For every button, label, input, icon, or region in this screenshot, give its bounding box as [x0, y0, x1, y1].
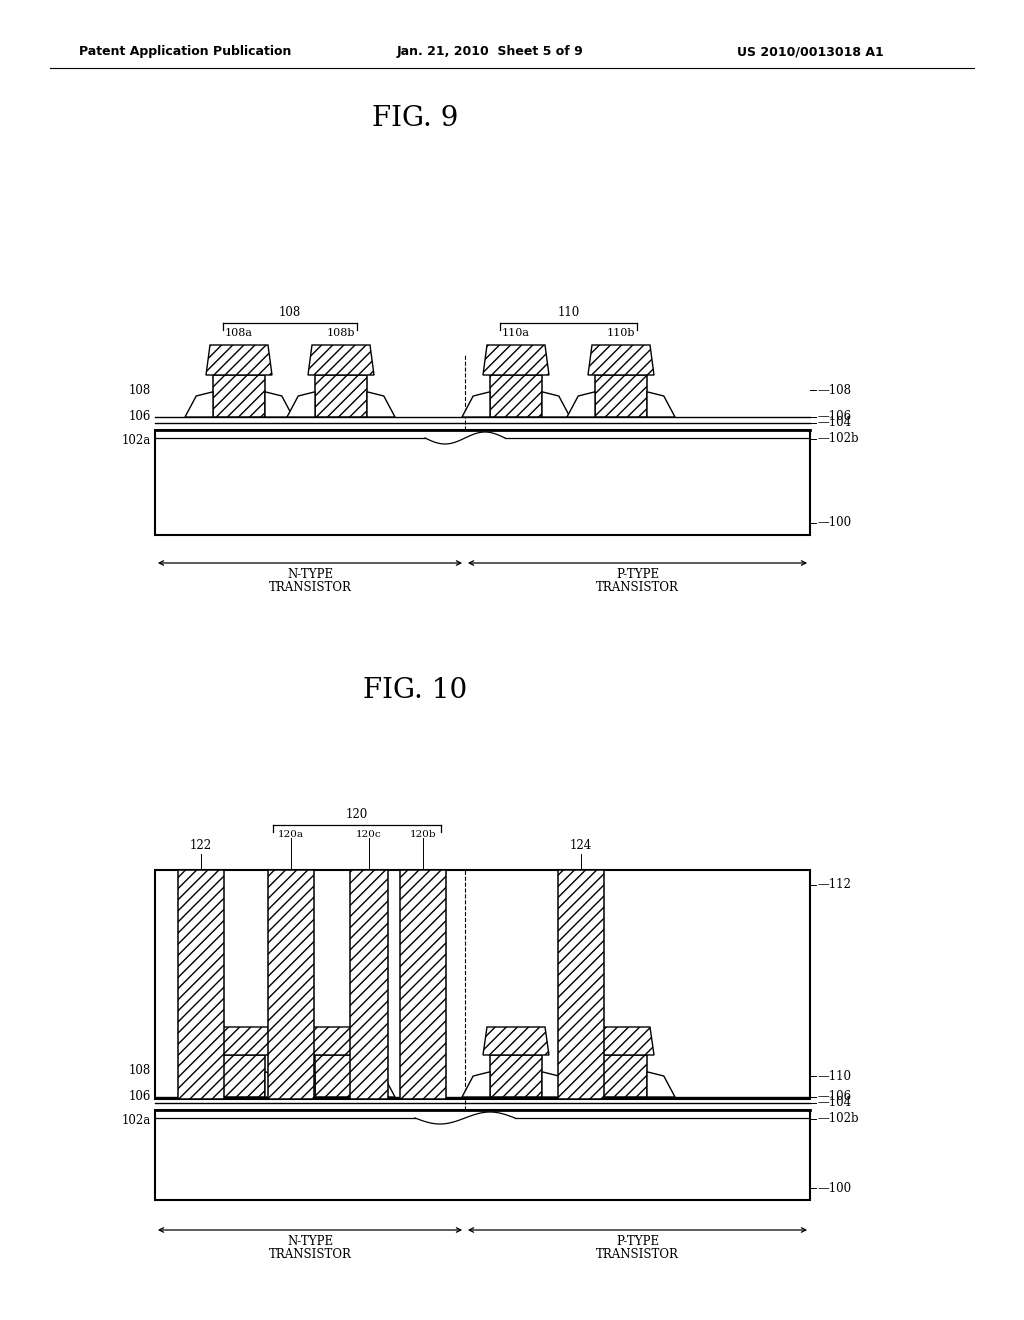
Polygon shape	[483, 1027, 549, 1055]
Text: 110a: 110a	[502, 327, 530, 338]
Text: —108: —108	[817, 384, 851, 396]
Text: 122: 122	[189, 840, 212, 851]
Bar	[350, 870, 388, 1100]
Bar	[400, 870, 446, 1100]
Bar	[315, 375, 367, 417]
Polygon shape	[542, 1072, 570, 1097]
Polygon shape	[287, 392, 315, 417]
Polygon shape	[462, 392, 490, 417]
Text: 120: 120	[346, 808, 368, 821]
Text: P-TYPE: P-TYPE	[616, 1236, 659, 1247]
Bar	[490, 375, 542, 417]
Polygon shape	[367, 1072, 395, 1097]
Text: 120b: 120b	[410, 830, 436, 840]
Text: US 2010/0013018 A1: US 2010/0013018 A1	[736, 45, 884, 58]
Text: TRANSISTOR: TRANSISTOR	[268, 1247, 351, 1261]
Text: —106: —106	[817, 1090, 851, 1104]
Polygon shape	[542, 392, 570, 417]
Text: TRANSISTOR: TRANSISTOR	[596, 581, 679, 594]
Text: 108b: 108b	[327, 327, 355, 338]
Bar	[178, 870, 224, 1100]
Polygon shape	[206, 1027, 272, 1055]
Polygon shape	[287, 1072, 315, 1097]
Text: 124: 124	[570, 840, 592, 851]
Bar	[595, 1055, 647, 1097]
Bar	[155, 870, 810, 1100]
Text: 106: 106	[129, 1090, 151, 1104]
Polygon shape	[308, 1027, 374, 1055]
Text: N-TYPE: N-TYPE	[287, 568, 333, 581]
Bar	[315, 1055, 367, 1097]
Text: TRANSISTOR: TRANSISTOR	[596, 1247, 679, 1261]
Text: N-TYPE: N-TYPE	[287, 1236, 333, 1247]
Bar	[213, 375, 265, 417]
Bar	[490, 1055, 542, 1097]
Polygon shape	[185, 392, 213, 417]
Polygon shape	[588, 1027, 654, 1055]
Polygon shape	[567, 392, 595, 417]
Text: Patent Application Publication: Patent Application Publication	[79, 45, 291, 58]
Text: —102b: —102b	[817, 433, 859, 446]
Text: —106: —106	[817, 411, 851, 424]
Text: P-TYPE: P-TYPE	[616, 568, 659, 581]
Text: 120c: 120c	[356, 830, 382, 840]
Polygon shape	[647, 392, 675, 417]
Bar	[155, 430, 810, 535]
Text: 106: 106	[129, 411, 151, 424]
Text: —110: —110	[817, 1069, 851, 1082]
Text: FIG. 9: FIG. 9	[372, 104, 458, 132]
Text: 108: 108	[129, 1064, 151, 1077]
Text: 120a: 120a	[278, 830, 304, 840]
Text: 108a: 108a	[225, 327, 253, 338]
Polygon shape	[567, 1072, 595, 1097]
Text: 108: 108	[129, 384, 151, 396]
Bar	[213, 1055, 265, 1097]
Polygon shape	[588, 345, 654, 375]
Polygon shape	[462, 1072, 490, 1097]
Text: —100: —100	[817, 1181, 851, 1195]
Text: —102b: —102b	[817, 1113, 859, 1126]
Text: FIG. 10: FIG. 10	[362, 676, 467, 704]
Polygon shape	[185, 1072, 213, 1097]
Text: Jan. 21, 2010  Sheet 5 of 9: Jan. 21, 2010 Sheet 5 of 9	[396, 45, 584, 58]
Text: 110: 110	[557, 306, 580, 319]
Polygon shape	[367, 392, 395, 417]
Text: —104: —104	[817, 1097, 851, 1110]
Text: 102a: 102a	[122, 433, 151, 446]
Text: —104: —104	[817, 417, 851, 429]
Text: —112: —112	[817, 879, 851, 891]
Text: TRANSISTOR: TRANSISTOR	[268, 581, 351, 594]
Bar	[595, 375, 647, 417]
Polygon shape	[483, 345, 549, 375]
Polygon shape	[206, 345, 272, 375]
Polygon shape	[265, 1072, 293, 1097]
Text: 110b: 110b	[607, 327, 635, 338]
Text: 108: 108	[279, 306, 301, 319]
Polygon shape	[647, 1072, 675, 1097]
Bar	[155, 1110, 810, 1200]
Text: 102a: 102a	[122, 1114, 151, 1126]
Polygon shape	[308, 345, 374, 375]
Polygon shape	[265, 392, 293, 417]
Bar	[558, 870, 604, 1100]
Bar	[268, 870, 314, 1100]
Text: —100: —100	[817, 516, 851, 529]
